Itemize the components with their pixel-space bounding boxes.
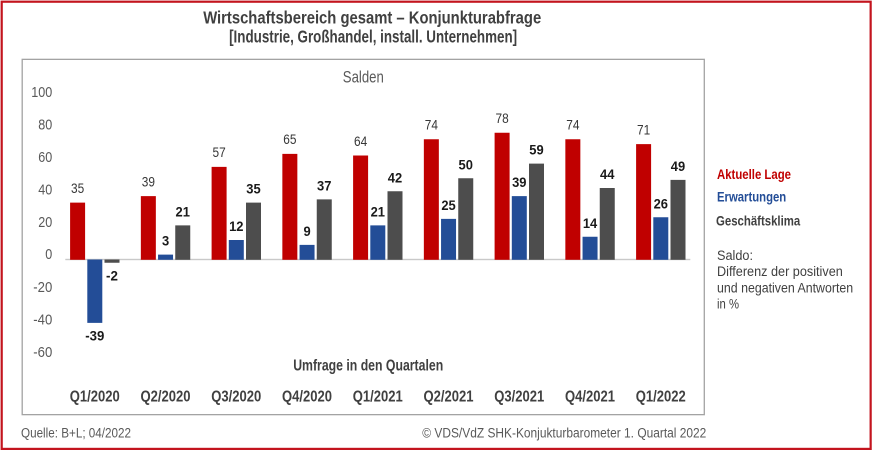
svg-text:74: 74 <box>425 117 438 133</box>
svg-text:-2: -2 <box>106 267 118 283</box>
svg-text:25: 25 <box>441 197 456 213</box>
svg-text:42: 42 <box>388 169 403 185</box>
svg-text:-39: -39 <box>85 328 104 344</box>
svg-text:Wirtschaftsbereich gesamt – Ko: Wirtschaftsbereich gesamt – Konjunkturab… <box>203 8 541 28</box>
svg-text:14: 14 <box>583 215 598 231</box>
svg-text:78: 78 <box>496 110 509 126</box>
svg-text:© VDS/VdZ SHK-Konjukturbaromet: © VDS/VdZ SHK-Konjukturbarometer 1. Quar… <box>422 425 706 440</box>
svg-text:Geschäftsklima: Geschäftsklima <box>716 213 800 229</box>
svg-text:Q2/2020: Q2/2020 <box>141 389 191 406</box>
svg-text:Q2/2021: Q2/2021 <box>424 389 474 406</box>
svg-text:-60: -60 <box>33 344 52 361</box>
svg-text:[Industrie, Großhandel, instal: [Industrie, Großhandel, install. Unterne… <box>229 27 517 47</box>
svg-text:100: 100 <box>31 84 52 101</box>
svg-text:12: 12 <box>229 218 244 234</box>
svg-text:Saldo:: Saldo: <box>717 248 753 263</box>
svg-text:Differenz der positiven: Differenz der positiven <box>717 264 843 279</box>
svg-text:Q4/2021: Q4/2021 <box>565 389 615 406</box>
svg-text:57: 57 <box>213 144 226 160</box>
svg-text:Aktuelle Lage: Aktuelle Lage <box>717 166 791 182</box>
svg-text:37: 37 <box>317 177 332 193</box>
svg-text:0: 0 <box>45 246 52 263</box>
svg-text:80: 80 <box>38 117 52 134</box>
svg-text:40: 40 <box>38 182 52 199</box>
svg-text:60: 60 <box>38 149 52 166</box>
svg-text:9: 9 <box>303 223 310 239</box>
svg-text:Q1/2020: Q1/2020 <box>70 389 120 406</box>
svg-text:44: 44 <box>600 166 615 182</box>
svg-text:Quelle: B+L; 04/2022: Quelle: B+L; 04/2022 <box>21 425 131 440</box>
svg-text:59: 59 <box>529 142 544 158</box>
svg-text:50: 50 <box>459 156 474 172</box>
svg-text:und negativen Antworten: und negativen Antworten <box>717 280 853 295</box>
svg-text:20: 20 <box>38 214 52 231</box>
svg-text:3: 3 <box>162 233 169 249</box>
svg-text:Erwartungen: Erwartungen <box>717 189 786 205</box>
svg-text:39: 39 <box>512 174 527 190</box>
svg-text:21: 21 <box>371 203 386 219</box>
svg-text:49: 49 <box>671 158 686 174</box>
svg-text:21: 21 <box>176 203 191 219</box>
svg-text:Q1/2021: Q1/2021 <box>353 389 403 406</box>
svg-text:Q3/2021: Q3/2021 <box>494 389 544 406</box>
svg-text:Q3/2020: Q3/2020 <box>211 389 261 406</box>
svg-text:74: 74 <box>566 117 579 133</box>
svg-text:in %: in % <box>717 297 739 312</box>
svg-text:35: 35 <box>246 181 261 197</box>
svg-text:64: 64 <box>354 133 367 149</box>
svg-text:Q1/2022: Q1/2022 <box>636 389 686 406</box>
svg-text:26: 26 <box>654 195 669 211</box>
svg-text:Umfrage in den Quartalen: Umfrage in den Quartalen <box>293 358 443 375</box>
svg-text:39: 39 <box>142 173 155 189</box>
svg-text:Salden: Salden <box>343 68 384 86</box>
svg-text:35: 35 <box>71 180 84 196</box>
svg-text:-20: -20 <box>33 279 52 296</box>
svg-text:65: 65 <box>283 131 296 147</box>
svg-text:-40: -40 <box>33 312 52 329</box>
svg-text:71: 71 <box>637 121 650 137</box>
svg-text:Q4/2020: Q4/2020 <box>282 389 332 406</box>
